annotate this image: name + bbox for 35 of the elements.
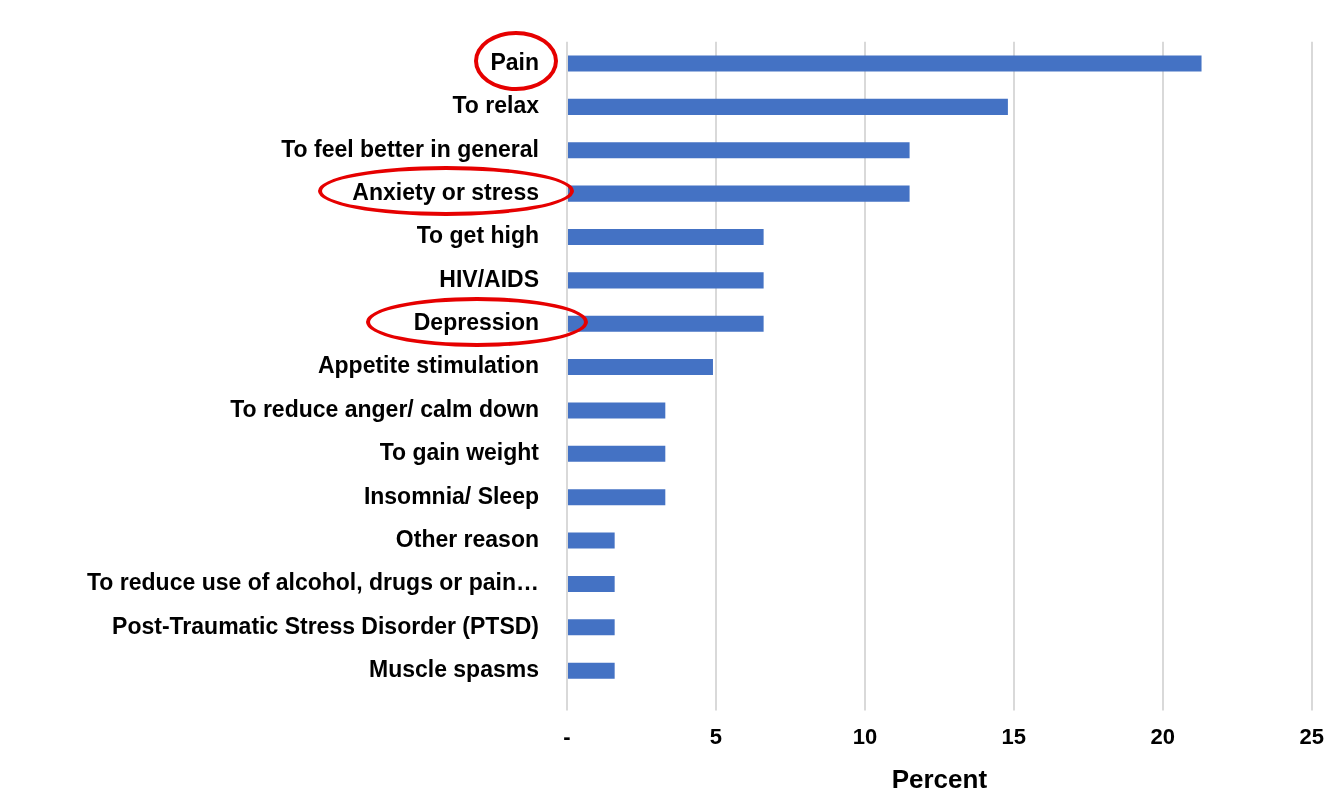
x-axis-title: Percent: [891, 763, 988, 794]
x-tick-label: 15: [1001, 723, 1027, 749]
y-tick-label: To reduce anger/ calm down: [230, 395, 539, 422]
y-tick-label: HIV/AIDS: [439, 265, 539, 292]
y-tick-label: Pain: [490, 48, 539, 75]
y-tick-label: Insomnia/ Sleep: [363, 482, 539, 509]
y-tick-label: To feel better in general: [281, 135, 539, 162]
y-tick-label: Other reason: [395, 525, 539, 552]
x-tick-label: 5: [709, 723, 723, 749]
y-tick-label: Appetite stimulation: [317, 352, 539, 379]
x-tick-label: 20: [1150, 723, 1176, 749]
x-tick-label: 10: [852, 723, 878, 749]
x-tick-label: 25: [1299, 723, 1325, 749]
bar: [568, 142, 910, 159]
bar: [568, 228, 764, 245]
y-tick-label: To reduce use of alcohol, drugs or pain…: [87, 569, 539, 596]
bar: [568, 532, 615, 549]
bar: [568, 402, 666, 419]
bar: [568, 619, 615, 636]
y-tick-label: Post-Traumatic Stress Disorder (PTSD): [112, 612, 539, 639]
y-tick-label: Depression: [413, 309, 539, 336]
bar: [568, 662, 615, 679]
bar: [568, 272, 764, 289]
bar: [568, 359, 713, 376]
y-tick-label: To gain weight: [379, 439, 540, 466]
bar: [568, 98, 1008, 115]
bar: [568, 55, 1202, 72]
bar: [568, 445, 666, 462]
bar: [568, 489, 666, 506]
y-tick-label: To get high: [416, 222, 539, 249]
x-tick-label: -: [563, 723, 571, 749]
y-tick-label: Muscle spasms: [368, 656, 539, 683]
y-tick-label: To relax: [452, 92, 540, 119]
y-tick-label: Anxiety or stress: [352, 178, 539, 205]
bar: [568, 575, 615, 592]
